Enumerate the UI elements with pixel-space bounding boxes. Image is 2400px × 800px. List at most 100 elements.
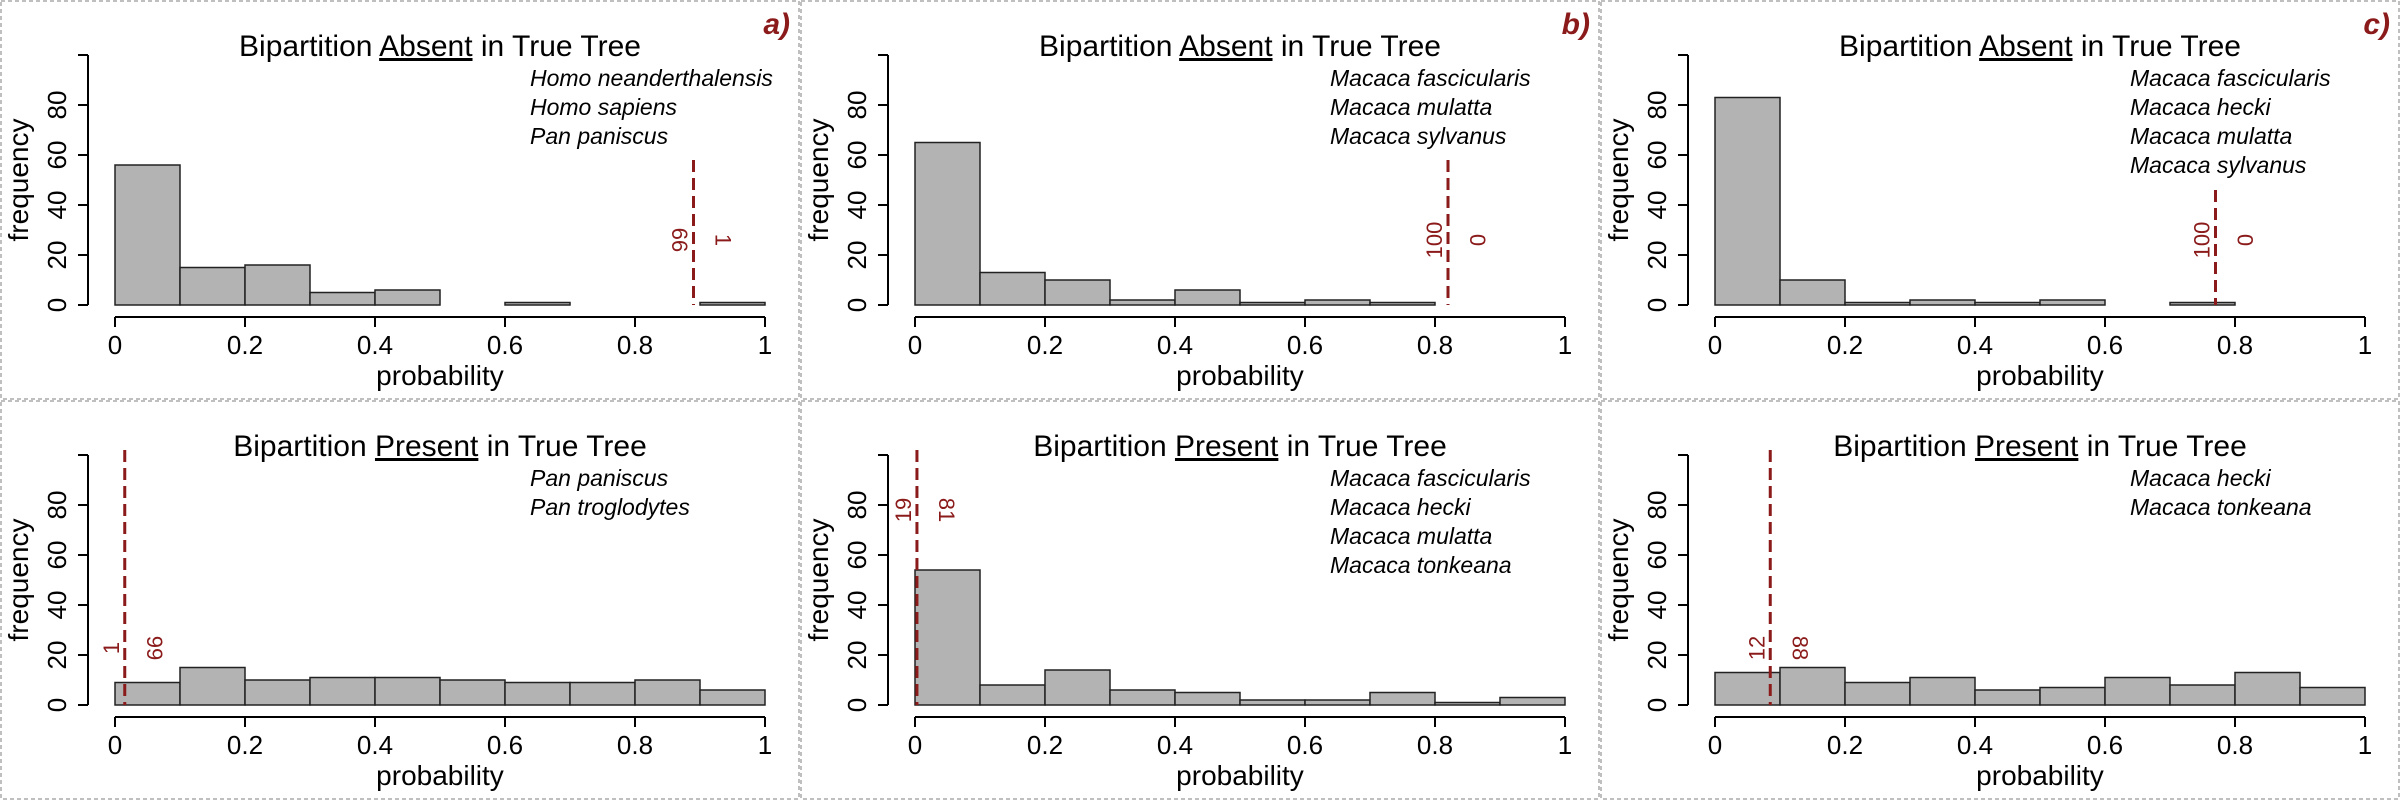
x-tick-label: 0.8 xyxy=(2217,330,2253,360)
y-tick-label: 80 xyxy=(1642,491,1672,520)
x-tick-label: 0.6 xyxy=(487,730,523,760)
y-tick-label: 20 xyxy=(1642,241,1672,270)
x-axis-label: probability xyxy=(1176,360,1304,391)
x-tick-label: 0.8 xyxy=(1417,330,1453,360)
x-tick-label: 1 xyxy=(1558,730,1572,760)
title-keyword: Absent xyxy=(1179,30,1273,63)
x-tick-label: 0.4 xyxy=(1957,330,1993,360)
title-prefix: Bipartition xyxy=(1039,30,1179,63)
taxon-label: Macaca fascicularis xyxy=(2130,65,2331,91)
x-tick-label: 0.6 xyxy=(2087,730,2123,760)
taxon-label: Macaca mulatta xyxy=(1330,94,1492,120)
y-tick-label: 40 xyxy=(1642,191,1672,220)
histogram-bar xyxy=(1239,301,1306,306)
x-tick-label: 0.4 xyxy=(1157,330,1193,360)
histogram-bar xyxy=(1174,289,1241,306)
histogram-bar xyxy=(1304,699,1371,706)
histogram-bar xyxy=(179,266,246,306)
histogram-bar xyxy=(914,141,981,306)
histogram-bar xyxy=(914,569,981,706)
taxon-label: Macaca tonkeana xyxy=(1330,552,1512,578)
panel-label: a) xyxy=(763,8,790,41)
histogram-bar xyxy=(1044,279,1111,306)
histogram-bar xyxy=(634,679,701,706)
histogram-bar xyxy=(179,666,246,706)
histogram-bar xyxy=(1974,689,2041,706)
chart-title: Bipartition Absent in True Tree xyxy=(1839,30,2241,63)
x-tick-label: 0.8 xyxy=(2217,730,2253,760)
y-tick-label: 20 xyxy=(1642,641,1672,670)
histogram-bar xyxy=(1974,301,2041,306)
marker-right-label: 0 xyxy=(2233,234,2258,246)
x-tick-label: 0 xyxy=(908,330,922,360)
y-tick-label: 60 xyxy=(42,141,72,170)
y-tick-label: 0 xyxy=(842,298,872,312)
title-prefix: Bipartition xyxy=(233,430,375,463)
x-tick-label: 0 xyxy=(1708,730,1722,760)
marker-left-label: 99 xyxy=(668,228,693,252)
title-prefix: Bipartition xyxy=(1033,430,1175,463)
title-keyword: Present xyxy=(1975,430,2079,463)
y-tick-label: 0 xyxy=(1642,698,1672,712)
taxon-label: Macaca hecki xyxy=(1330,494,1472,520)
marker-left-label: 100 xyxy=(2190,222,2215,259)
y-axis-label: frequency xyxy=(1603,519,1634,642)
histogram-bars xyxy=(914,569,1566,706)
x-tick-label: 0.6 xyxy=(1287,730,1323,760)
histogram-bar xyxy=(1714,96,1781,306)
histogram-bar xyxy=(1109,299,1176,306)
histogram-bars xyxy=(1714,96,2236,306)
marker-left-label: 12 xyxy=(1744,636,1769,660)
histogram-bar xyxy=(1779,279,1846,306)
histogram-bar xyxy=(1844,681,1911,706)
y-tick-label: 80 xyxy=(842,91,872,120)
taxon-label: Macaca fascicularis xyxy=(1330,465,1531,491)
histogram-bar xyxy=(1434,701,1501,706)
marker-right-label: 88 xyxy=(1787,636,1812,660)
panel-border xyxy=(0,400,800,800)
histogram-bars xyxy=(914,141,1436,306)
histogram-bar xyxy=(979,684,1046,706)
y-tick-label: 0 xyxy=(1642,298,1672,312)
y-tick-label: 60 xyxy=(1642,141,1672,170)
x-tick-label: 0.2 xyxy=(227,730,263,760)
taxon-label: Macaca sylvanus xyxy=(2130,152,2307,178)
chart-title: Bipartition Present in True Tree xyxy=(1033,430,1447,463)
y-tick-label: 20 xyxy=(42,241,72,270)
taxon-label: Macaca sylvanus xyxy=(1330,123,1507,149)
x-tick-label: 0.6 xyxy=(2087,330,2123,360)
histogram-bars xyxy=(114,666,766,706)
y-tick-label: 40 xyxy=(842,191,872,220)
taxon-label: Macaca tonkeana xyxy=(2130,494,2312,520)
taxon-label: Pan paniscus xyxy=(530,465,669,491)
histogram-bar xyxy=(979,271,1046,306)
histogram-bar xyxy=(1044,669,1111,706)
x-tick-label: 0.6 xyxy=(487,330,523,360)
title-suffix: in True Tree xyxy=(473,30,641,63)
x-tick-label: 0.4 xyxy=(1157,730,1193,760)
histogram-bar xyxy=(1779,666,1846,706)
x-tick-label: 0.2 xyxy=(227,330,263,360)
y-tick-label: 60 xyxy=(842,141,872,170)
y-axis-label: frequency xyxy=(3,119,34,242)
marker-right-label: 99 xyxy=(142,636,167,660)
title-suffix: in True Tree xyxy=(1273,30,1441,63)
histogram-bar xyxy=(2169,301,2236,306)
histogram-bar xyxy=(309,291,376,306)
y-tick-label: 60 xyxy=(842,541,872,570)
panel-label: b) xyxy=(1562,8,1590,41)
x-tick-label: 1 xyxy=(758,330,772,360)
x-tick-label: 0.4 xyxy=(357,730,393,760)
histogram-bar xyxy=(2104,676,2171,706)
x-axis-label: probability xyxy=(1976,760,2104,791)
histogram-bar xyxy=(244,264,311,306)
taxon-label: Macaca mulatta xyxy=(1330,523,1492,549)
x-axis-label: probability xyxy=(376,760,504,791)
panel-1: 0 0.2 0.4 0.6 0.8 1 probability 0 20 40 60 80 freque… xyxy=(0,0,800,400)
panel-border xyxy=(1600,0,2400,400)
y-tick-label: 20 xyxy=(42,641,72,670)
y-tick-label: 20 xyxy=(842,241,872,270)
x-tick-label: 0.8 xyxy=(617,730,653,760)
taxon-label: Homo neanderthalensis xyxy=(530,65,773,91)
panel-2: 0 0.2 0.4 0.6 0.8 1 probability 0 20 40 60 80 freque… xyxy=(800,0,1600,400)
